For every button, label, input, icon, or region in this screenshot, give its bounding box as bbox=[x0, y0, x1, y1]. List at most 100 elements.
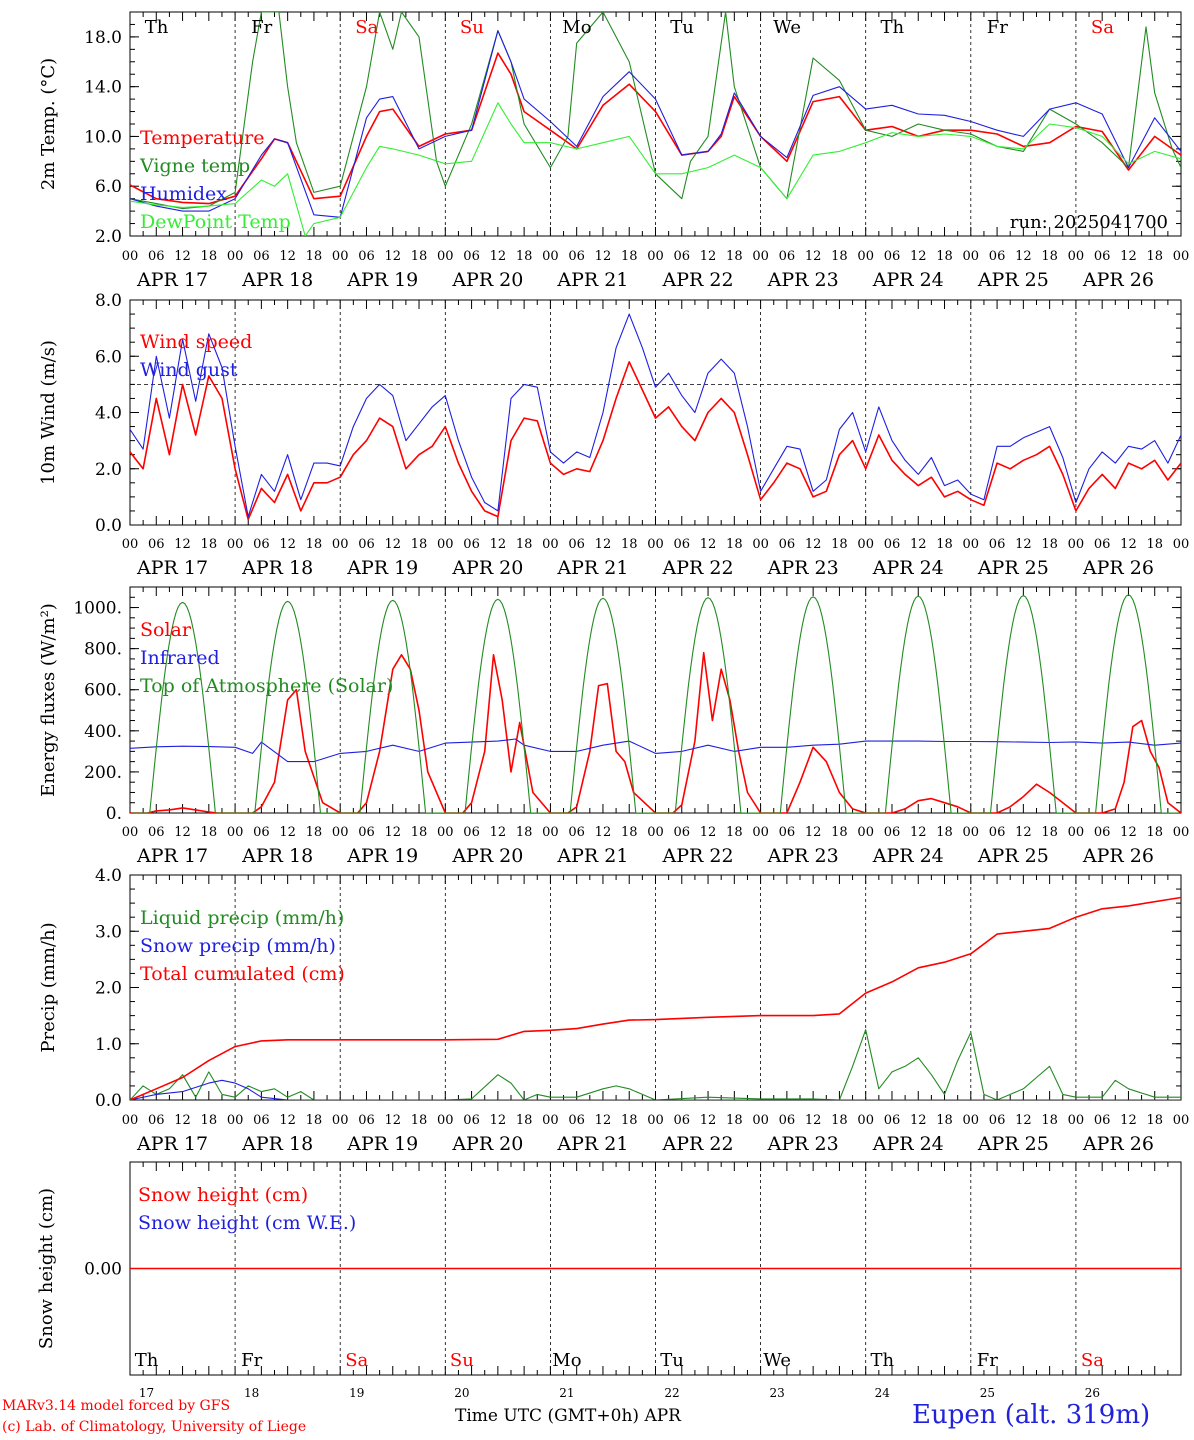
hour-tick-label: 12 bbox=[700, 1113, 717, 1128]
hour-tick-label: 00 bbox=[963, 537, 980, 552]
hour-tick-label: 12 bbox=[910, 249, 927, 264]
hour-tick-label: 06 bbox=[884, 537, 901, 552]
hour-tick-label: 06 bbox=[358, 249, 375, 264]
hour-tick-label: 12 bbox=[1120, 825, 1137, 840]
date-label: APR 24 bbox=[872, 1133, 944, 1155]
hour-tick-label: 18 bbox=[1146, 249, 1163, 264]
hour-tick-label: 06 bbox=[568, 249, 585, 264]
date-label: APR 19 bbox=[346, 1133, 418, 1155]
hour-tick-label: 06 bbox=[779, 1113, 796, 1128]
hour-tick-label: 06 bbox=[568, 825, 585, 840]
hour-tick-label: 00 bbox=[437, 825, 454, 840]
y-tick-label: 2.0 bbox=[95, 460, 122, 480]
hour-tick-label: 06 bbox=[884, 1113, 901, 1128]
hour-tick-label: 12 bbox=[279, 249, 296, 264]
footer-model-credit: MARv3.14 model forced by GFS bbox=[2, 1398, 231, 1414]
hour-tick-label: 00 bbox=[857, 825, 874, 840]
hour-tick-label: 12 bbox=[910, 1113, 927, 1128]
date-label: APR 17 bbox=[136, 845, 208, 867]
hour-tick-label: 18 bbox=[411, 249, 428, 264]
hour-tick-label: 18 bbox=[411, 1113, 428, 1128]
panel-4: 0.0 1.0 2.0 3.0 4.0 Precip (mm/h) Liquid preci… bbox=[38, 866, 1189, 1155]
weekday-bottom-label: Sa bbox=[345, 1350, 368, 1371]
y-tick-label: 0.0 bbox=[95, 516, 122, 536]
weekday-top-label: Sa bbox=[1091, 17, 1114, 38]
day-number-label: 18 bbox=[244, 1386, 259, 1400]
hour-tick-label: 12 bbox=[490, 537, 507, 552]
hour-tick-label: 18 bbox=[1041, 249, 1058, 264]
hour-tick-label: 00 bbox=[1068, 1113, 1085, 1128]
date-label: APR 25 bbox=[977, 269, 1049, 291]
hour-tick-label: 18 bbox=[411, 537, 428, 552]
hour-tick-label: 00 bbox=[542, 1113, 559, 1128]
series-line-wind-speed bbox=[130, 361, 1181, 521]
hour-tick-label: 18 bbox=[936, 537, 953, 552]
hour-tick-label: 12 bbox=[595, 537, 612, 552]
footer-lab-credit: (c) Lab. of Climatology, University of L… bbox=[2, 1419, 307, 1435]
weekday-top-label: Tu bbox=[670, 17, 694, 38]
hour-tick-label: 06 bbox=[884, 825, 901, 840]
date-label: APR 20 bbox=[451, 269, 523, 291]
hour-tick-label: 12 bbox=[490, 825, 507, 840]
hour-tick-label: 18 bbox=[306, 249, 323, 264]
hour-tick-label: 00 bbox=[752, 249, 769, 264]
hour-tick-label: 06 bbox=[463, 537, 480, 552]
y-tick-label: 4.0 bbox=[95, 866, 122, 886]
date-label: APR 18 bbox=[241, 845, 313, 867]
hour-tick-label: 12 bbox=[279, 825, 296, 840]
y-tick-label: 1.0 bbox=[95, 1035, 122, 1055]
date-label: APR 25 bbox=[977, 557, 1049, 579]
hour-tick-label: 12 bbox=[384, 249, 401, 264]
y-tick-label: 1000. bbox=[73, 599, 122, 619]
hour-tick-label: 00 bbox=[1173, 537, 1190, 552]
panel-5: 0.00 Snow height (cm) Snow height (cm) Snow… bbox=[36, 1161, 1182, 1376]
hour-tick-label: 00 bbox=[647, 249, 664, 264]
hour-tick-label: 18 bbox=[1041, 537, 1058, 552]
series-line-top-of-atmosphere-solar- bbox=[132, 594, 1179, 813]
weekday-top-label: Th bbox=[880, 17, 904, 38]
hour-tick-label: 00 bbox=[647, 825, 664, 840]
y-tick-label: 4.0 bbox=[95, 404, 122, 424]
hour-tick-label: 06 bbox=[779, 825, 796, 840]
hour-tick-label: 00 bbox=[227, 249, 244, 264]
panel-2: 0.0 2.0 4.0 6.0 8.0 10m Wind (m/s) Wind speed W… bbox=[38, 291, 1189, 579]
hour-tick-label: 12 bbox=[174, 1113, 191, 1128]
hour-tick-label: 12 bbox=[910, 825, 927, 840]
series-line-total-cumulated-cm- bbox=[130, 896, 1181, 1100]
date-label: APR 23 bbox=[767, 269, 839, 291]
hour-tick-label: 00 bbox=[332, 825, 349, 840]
date-label: APR 23 bbox=[767, 1133, 839, 1155]
hour-tick-label: 06 bbox=[568, 1113, 585, 1128]
day-number-label: 17 bbox=[139, 1386, 154, 1400]
y-tick-label: 200. bbox=[84, 763, 122, 783]
hour-tick-label: 00 bbox=[1173, 249, 1190, 264]
hour-tick-label: 12 bbox=[1015, 825, 1032, 840]
hour-tick-label: 12 bbox=[174, 249, 191, 264]
hour-tick-label: 06 bbox=[1094, 825, 1111, 840]
hour-tick-label: 00 bbox=[752, 825, 769, 840]
hour-tick-label: 12 bbox=[384, 1113, 401, 1128]
hour-tick-label: 00 bbox=[1173, 1113, 1190, 1128]
legend-infrared: Infrared bbox=[140, 647, 220, 669]
hour-tick-label: 00 bbox=[437, 1113, 454, 1128]
date-label: APR 21 bbox=[556, 269, 628, 291]
hour-tick-label: 00 bbox=[227, 1113, 244, 1128]
hour-tick-label: 00 bbox=[1068, 825, 1085, 840]
hour-tick-label: 06 bbox=[989, 537, 1006, 552]
hour-tick-label: 12 bbox=[595, 249, 612, 264]
hour-tick-label: 06 bbox=[989, 1113, 1006, 1128]
day-number-label: 26 bbox=[1085, 1386, 1100, 1400]
hour-tick-label: 12 bbox=[1015, 249, 1032, 264]
hour-tick-label: 12 bbox=[805, 825, 822, 840]
hour-tick-label: 06 bbox=[779, 537, 796, 552]
y-tick-label: 2.0 bbox=[95, 227, 122, 247]
series-group bbox=[130, 313, 1181, 521]
y-axis-label: 2m Temp. (°C) bbox=[38, 58, 59, 190]
date-label: APR 25 bbox=[977, 1133, 1049, 1155]
legend-solar: Solar bbox=[140, 619, 192, 641]
hour-tick-label: 18 bbox=[201, 249, 218, 264]
legend-snow-height-cm-w-e-: Snow height (cm W.E.) bbox=[138, 1212, 356, 1234]
y-axis-label: Precip (mm/h) bbox=[38, 922, 59, 1052]
hour-tick-label: 18 bbox=[306, 825, 323, 840]
y-tick-label: 14.0 bbox=[84, 78, 122, 98]
